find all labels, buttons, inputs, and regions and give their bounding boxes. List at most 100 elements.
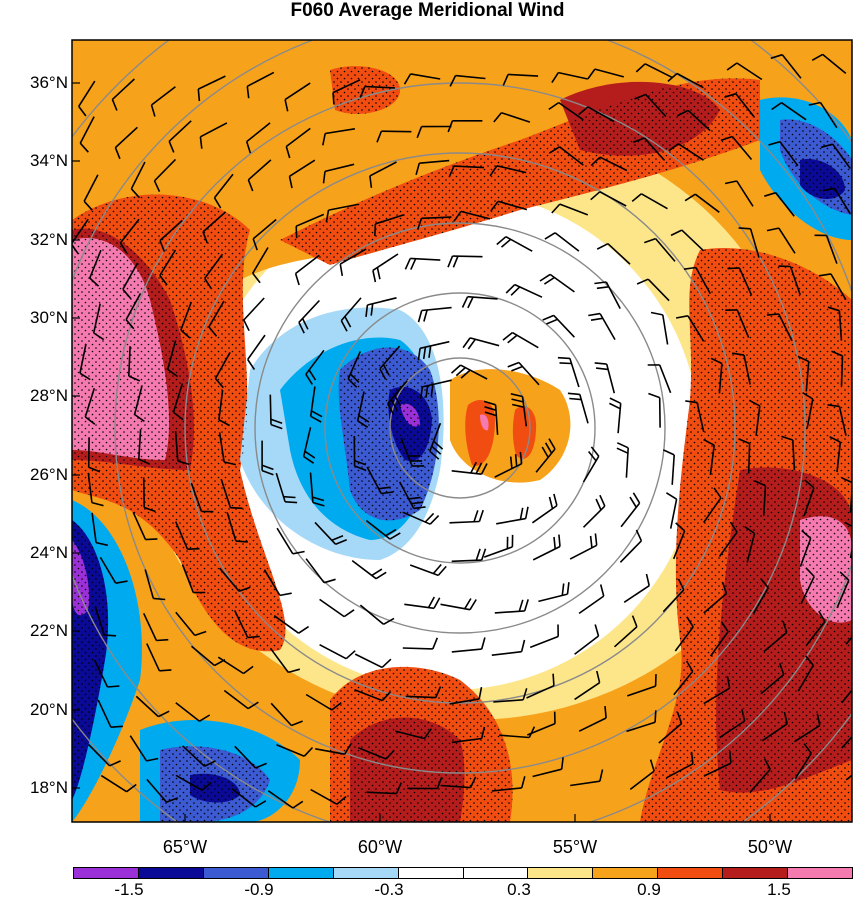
wind-barb <box>247 159 272 181</box>
wind-barb-flag <box>417 348 421 361</box>
wind-barb-flag <box>721 581 728 594</box>
wind-barb <box>694 193 720 213</box>
wind-barb-flag <box>128 375 141 382</box>
wind-barb <box>226 512 237 542</box>
wind-barb-flag <box>520 776 526 789</box>
wind-barb <box>641 193 668 210</box>
wind-barb <box>284 82 311 101</box>
wind-barb-flag <box>590 191 601 201</box>
wind-barb <box>719 720 746 739</box>
wind-barb-flag <box>727 267 740 270</box>
wind-barb-flag <box>675 522 686 532</box>
wind-barb-flag <box>512 403 525 408</box>
wind-barb <box>129 735 148 762</box>
wind-barb <box>153 158 177 182</box>
wind-barb-flag <box>544 232 556 240</box>
wind-barb-flag <box>107 685 120 688</box>
wind-barb-flag <box>270 418 283 424</box>
wind-barb <box>138 429 142 460</box>
wind-barb-flag <box>509 456 513 469</box>
wind-barb <box>594 68 625 78</box>
wind-barb-flag <box>432 637 439 650</box>
wind-barb <box>78 80 96 107</box>
wind-barb-flag <box>616 442 629 449</box>
lat-label-34n: 34°N <box>30 151 68 170</box>
wind-barb <box>526 684 555 699</box>
wind-barb <box>144 569 155 599</box>
wind-barb-flag <box>827 306 840 312</box>
wind-barb <box>687 109 711 132</box>
wind-barb-flag <box>636 278 649 285</box>
wind-barb-flag <box>662 449 675 456</box>
colorbar-swatch <box>723 868 789 878</box>
wind-barb <box>181 564 195 593</box>
wind-barb-flag <box>511 398 524 403</box>
lat-label-36n: 36°N <box>30 73 68 92</box>
wind-barb-flag <box>667 72 678 83</box>
wind-barb <box>218 432 225 463</box>
wind-barb-flag <box>816 713 821 726</box>
wind-barb <box>736 62 763 81</box>
wind-barb-flag <box>558 534 561 547</box>
wind-barb-flag <box>354 465 367 471</box>
wind-barb-flag <box>301 318 309 330</box>
wind-barb-flag <box>520 639 526 652</box>
wind-barb <box>845 635 852 645</box>
wind-barb-flag <box>475 548 481 561</box>
wind-barb-flag <box>551 203 561 214</box>
wind-barb-flag <box>829 435 841 443</box>
wind-barb-flag <box>595 498 602 511</box>
wind-barb-flag <box>544 442 553 454</box>
wind-barb-flag <box>741 709 746 722</box>
wind-barb <box>613 626 638 648</box>
wind-barb-flag <box>710 357 723 365</box>
wind-barb-flag <box>578 106 589 116</box>
wind-barb <box>718 363 723 394</box>
wind-barb <box>799 538 812 567</box>
wind-barb <box>840 355 844 386</box>
wind-barb-flag <box>797 355 810 363</box>
wind-barb <box>703 687 731 705</box>
wind-barb-flag <box>764 191 777 197</box>
wind-barb-flag <box>285 146 291 159</box>
colorbar-swatch <box>333 868 399 878</box>
wind-barb-flag <box>480 463 488 475</box>
wind-barb-flag <box>404 258 412 270</box>
wind-barb-flag <box>720 135 733 142</box>
wind-barb <box>114 126 138 149</box>
wind-barb <box>132 511 147 540</box>
wind-barb-flag <box>731 352 745 356</box>
wind-barb <box>673 670 694 696</box>
wind-barb <box>204 253 224 279</box>
wind-barb-flag <box>343 609 355 618</box>
wind-barb <box>324 163 355 173</box>
wind-barb-flag <box>93 332 105 341</box>
wind-barb-flag <box>370 303 374 316</box>
wind-barb <box>493 699 524 703</box>
wind-barb-flag <box>110 725 123 728</box>
wind-barb-flag <box>143 506 156 513</box>
wind-barb <box>738 267 753 296</box>
wind-barb-flag <box>645 573 650 586</box>
wind-barb-flag <box>429 450 440 460</box>
wind-barb-flag <box>599 494 606 507</box>
wind-barb <box>305 558 325 584</box>
wind-barb-flag <box>168 140 175 153</box>
wind-barb-flag <box>724 92 737 98</box>
wind-barb-flag <box>480 548 487 561</box>
wind-barb <box>354 653 383 669</box>
wind-barb-flag <box>382 364 390 376</box>
wind-barb-flag <box>802 392 814 400</box>
wind-barb-flag <box>507 361 520 368</box>
wind-barb-flag <box>703 438 715 446</box>
wind-barb <box>146 778 168 803</box>
wind-barb <box>794 752 812 780</box>
wind-barb-flag <box>331 534 344 542</box>
wind-barb-flag <box>79 372 91 381</box>
wind-barb <box>168 120 192 142</box>
wind-barb <box>643 137 666 161</box>
lat-label-28n: 28°N <box>30 386 68 405</box>
wind-barb-flag <box>158 710 170 718</box>
